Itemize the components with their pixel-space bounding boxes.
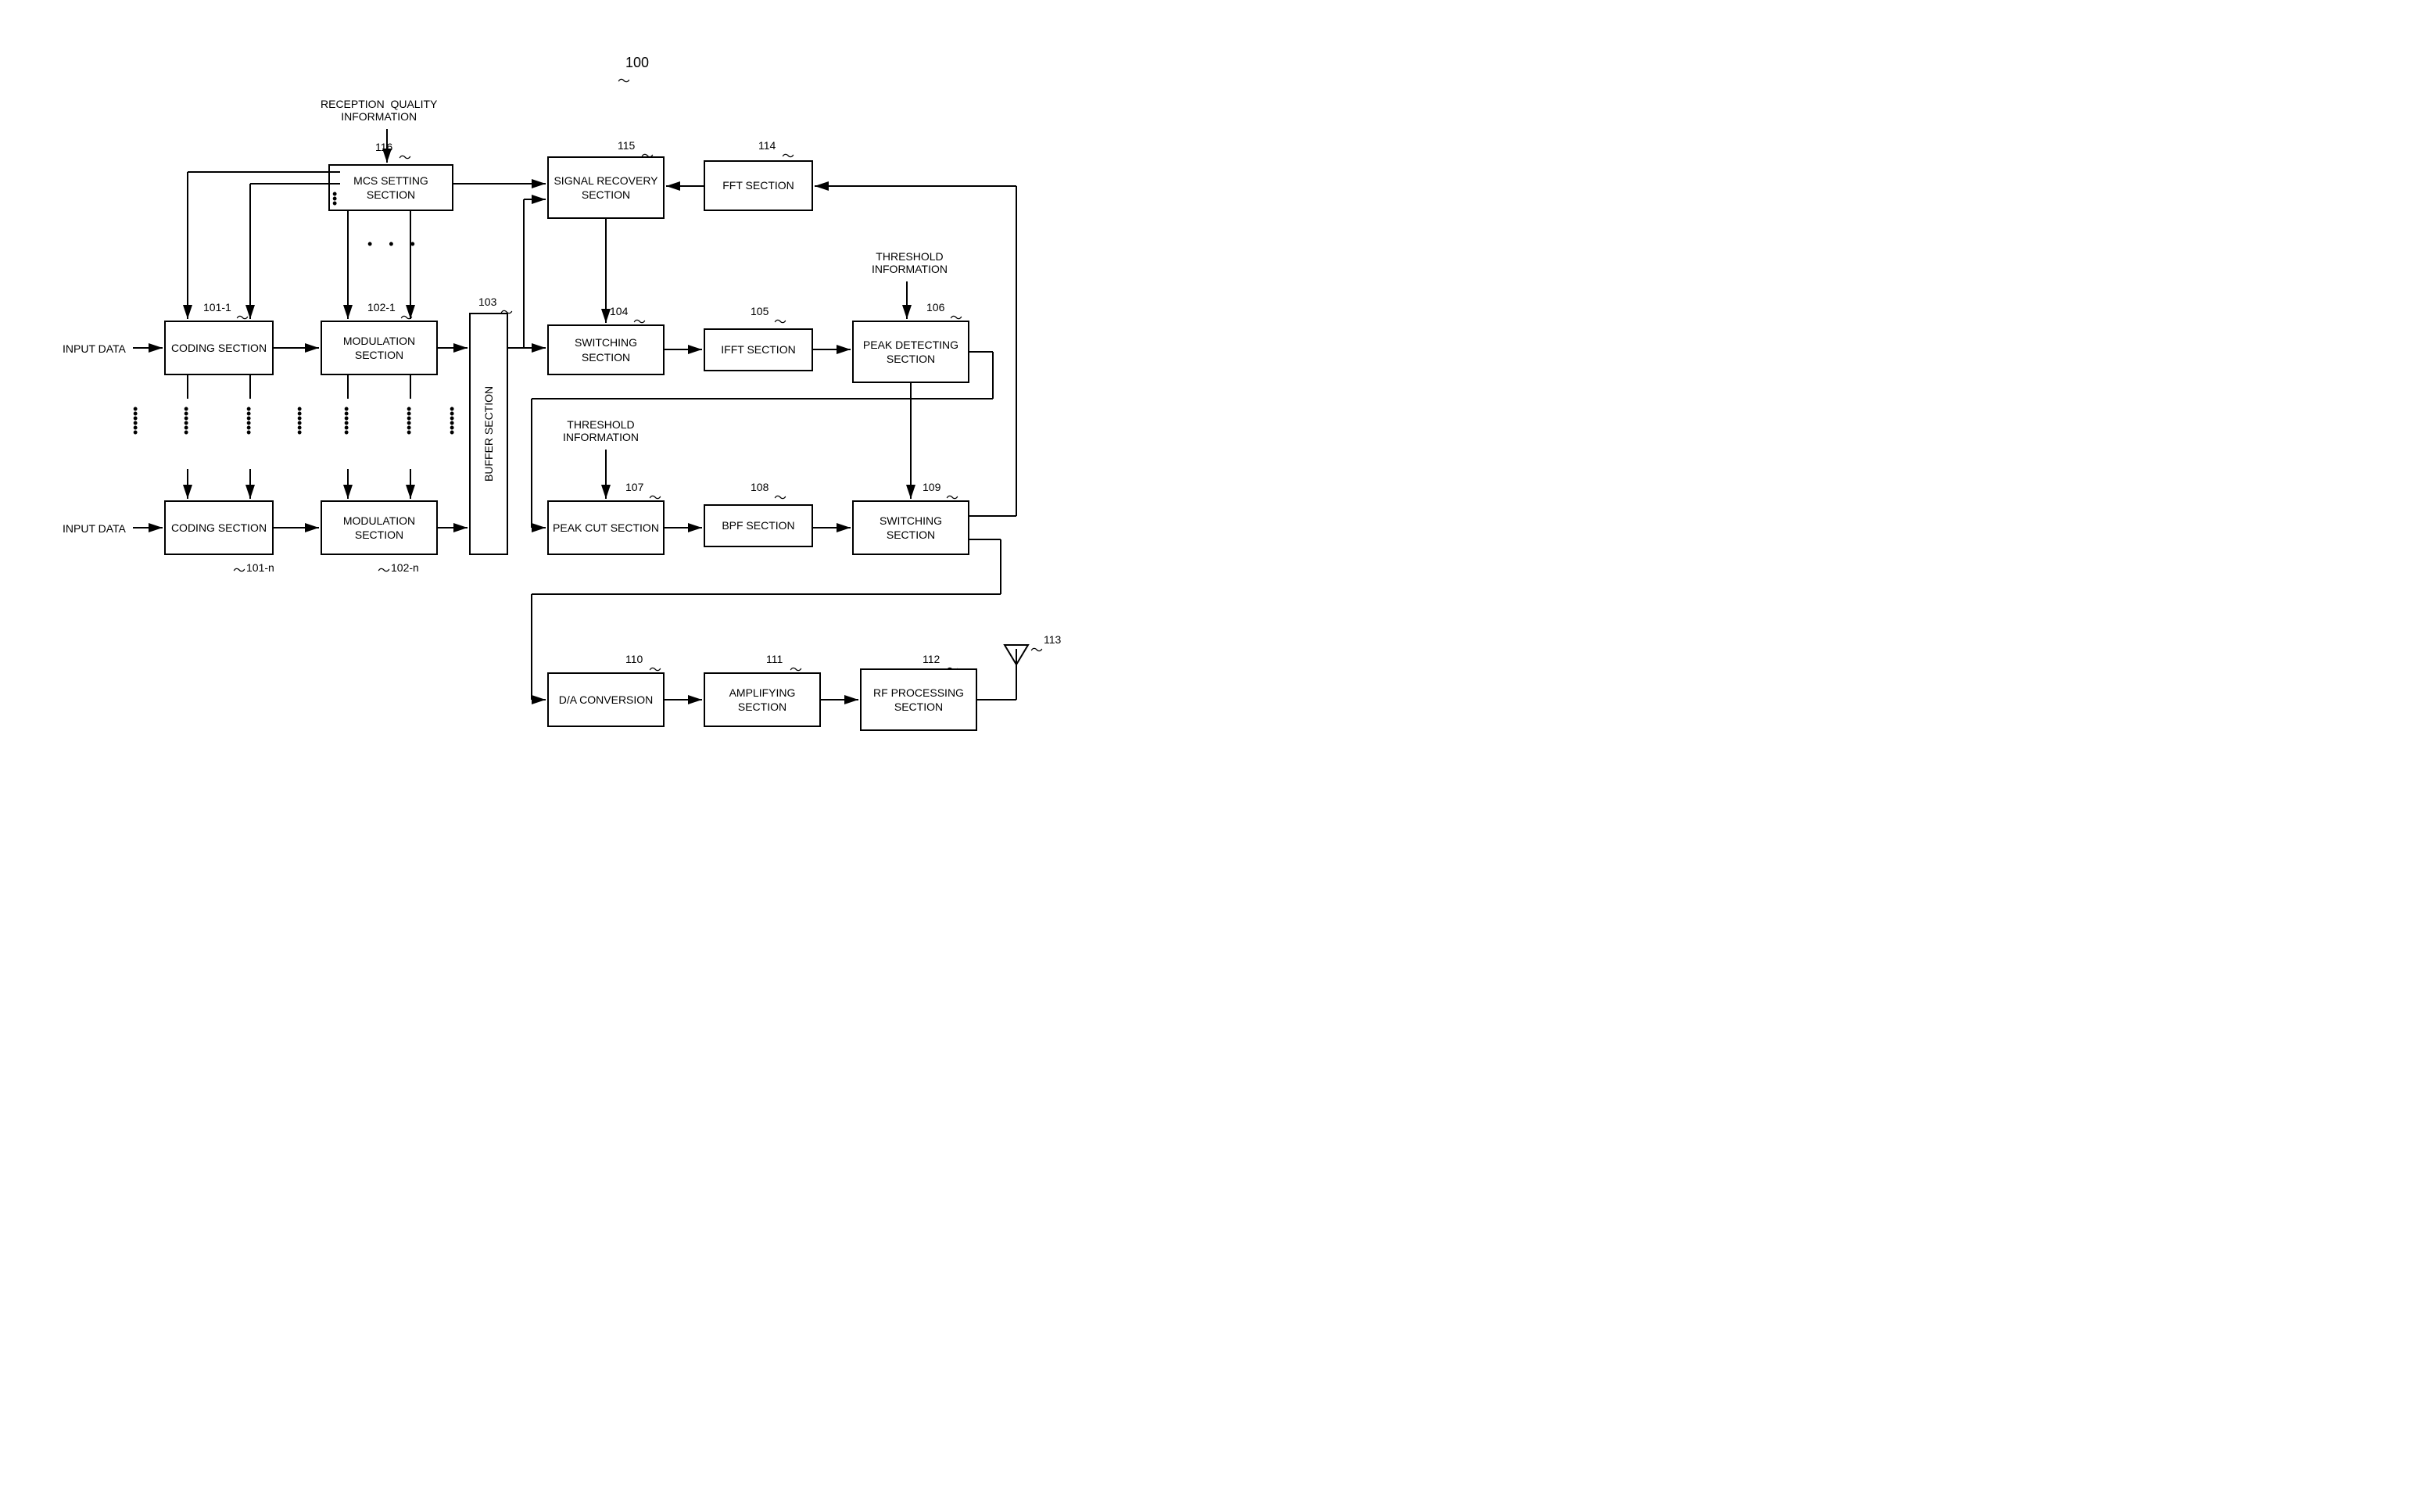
antenna-icon (1005, 645, 1028, 668)
connections-svg (31, 31, 1243, 790)
block-diagram: 100 〜 RECEPTION QUALITY INFORMATION THRE… (31, 31, 1243, 790)
